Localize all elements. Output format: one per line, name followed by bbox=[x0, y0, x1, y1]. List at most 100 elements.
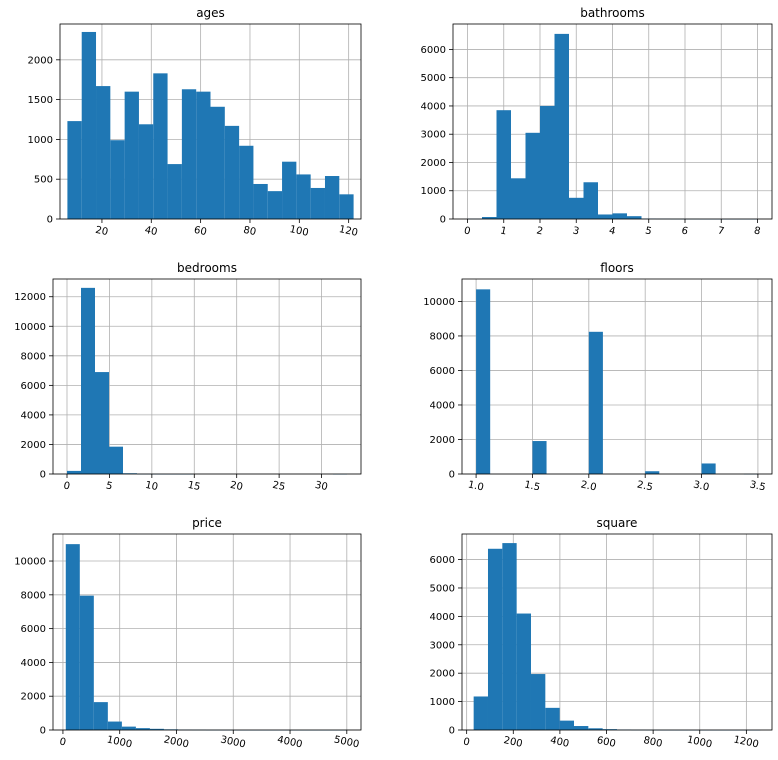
y-tick-label: 6000 bbox=[21, 381, 46, 392]
y-tick-label: 4000 bbox=[430, 612, 455, 623]
y-tick-label: 2000 bbox=[430, 435, 455, 446]
y-tick-label: 5000 bbox=[421, 73, 446, 84]
histogram-bar bbox=[612, 213, 627, 219]
y-tick-label: 4000 bbox=[21, 658, 46, 669]
x-tick-label: 0 bbox=[462, 736, 471, 748]
x-tick-label: 7 bbox=[717, 225, 726, 237]
histogram-bar bbox=[530, 674, 546, 730]
chart-title: floors bbox=[600, 261, 633, 275]
y-tick-label: 0 bbox=[47, 215, 53, 226]
histogram-bar bbox=[239, 145, 254, 219]
histogram-bar bbox=[476, 289, 491, 474]
histogram-bar bbox=[96, 86, 111, 219]
x-tick-label: 3 bbox=[572, 225, 581, 237]
histogram-bar bbox=[502, 543, 517, 730]
histogram-bar bbox=[511, 178, 526, 219]
histogram-bar bbox=[588, 331, 603, 474]
x-tick-label: 4000 bbox=[276, 734, 303, 750]
y-tick-label: 4000 bbox=[21, 410, 46, 421]
x-tick-label: 2 bbox=[535, 225, 544, 237]
chart-title: price bbox=[192, 516, 222, 530]
histogram-bar bbox=[167, 164, 182, 219]
y-tick-label: 2000 bbox=[421, 158, 446, 169]
y-tick-label: 8000 bbox=[21, 351, 46, 362]
x-tick-label: 1000 bbox=[686, 734, 713, 750]
chart-title: ages bbox=[196, 6, 225, 20]
y-tick-label: 12000 bbox=[14, 292, 46, 303]
y-tick-label: 3000 bbox=[430, 640, 455, 651]
y-tick-label: 6000 bbox=[430, 555, 455, 566]
histogram-bar bbox=[93, 702, 108, 730]
x-tick-label: 10 bbox=[144, 480, 159, 493]
y-tick-label: 4000 bbox=[430, 400, 455, 411]
x-tick-label: 1.5 bbox=[523, 479, 541, 493]
y-tick-label: 0 bbox=[40, 470, 46, 481]
y-tick-label: 2000 bbox=[21, 440, 46, 451]
y-tick-label: 6000 bbox=[421, 45, 446, 56]
histogram-bar bbox=[124, 91, 139, 219]
axes-frame bbox=[52, 278, 362, 475]
histogram-bar bbox=[583, 182, 598, 219]
histogram-bar bbox=[588, 728, 603, 730]
x-tick-label: 8 bbox=[753, 225, 762, 237]
y-tick-label: 1000 bbox=[28, 135, 53, 146]
x-tick-label: 20 bbox=[94, 225, 109, 238]
x-tick-label: 0 bbox=[463, 225, 472, 237]
y-tick-label: 3000 bbox=[421, 130, 446, 141]
x-tick-label: 5 bbox=[105, 480, 114, 492]
chart-bedrooms: 0 5 10 15 20 25 30 0 2000 4000 6000 8000 10000 12000 b… bbox=[14, 261, 362, 493]
y-tick-label: 5000 bbox=[430, 583, 455, 594]
histogram-bar bbox=[135, 728, 150, 730]
histogram-bar bbox=[324, 176, 340, 219]
histogram-bar bbox=[645, 471, 660, 474]
x-tick-label: 0 bbox=[58, 736, 67, 748]
histogram-bar bbox=[516, 613, 531, 730]
histogram-bar bbox=[282, 161, 297, 219]
histogram-bar bbox=[569, 197, 584, 219]
histogram-bar bbox=[554, 33, 569, 220]
y-tick-label: 10000 bbox=[14, 557, 46, 568]
x-tick-label: 1000 bbox=[106, 734, 133, 750]
histogram-bar bbox=[496, 110, 511, 219]
y-tick-label: 0 bbox=[449, 470, 455, 481]
histogram-bar bbox=[573, 726, 589, 730]
histogram-bar bbox=[602, 729, 617, 730]
histogram-bar bbox=[540, 105, 555, 219]
x-tick-label: 80 bbox=[242, 225, 257, 238]
x-tick-label: 1 bbox=[499, 225, 508, 237]
x-tick-label: 15 bbox=[187, 480, 202, 493]
y-tick-label: 6000 bbox=[21, 624, 46, 635]
y-tick-label: 6000 bbox=[430, 366, 455, 377]
x-tick-label: 30 bbox=[314, 480, 329, 493]
axes-frame bbox=[461, 278, 773, 475]
y-tick-label: 4000 bbox=[421, 101, 446, 112]
x-tick-label: 1200 bbox=[732, 734, 759, 750]
histogram-bar bbox=[110, 140, 125, 219]
x-tick-label: 20 bbox=[229, 480, 244, 493]
x-tick-label: 60 bbox=[193, 225, 208, 238]
y-tick-label: 8000 bbox=[21, 590, 46, 601]
y-tick-label: 2000 bbox=[28, 55, 53, 66]
histogram-bar bbox=[598, 214, 613, 219]
y-tick-label: 1000 bbox=[421, 186, 446, 197]
y-tick-label: 10000 bbox=[14, 322, 46, 333]
histogram-bar bbox=[210, 106, 225, 219]
chart-square: 0 200 400 600 800 1000 1200 0 1000 2000 3000 4000 50… bbox=[430, 516, 773, 750]
histogram-bar bbox=[138, 124, 154, 219]
histogram-bar bbox=[310, 187, 325, 219]
histogram-bar bbox=[149, 728, 164, 730]
histogram-bar bbox=[153, 73, 168, 219]
histogram-bar bbox=[224, 125, 240, 219]
x-tick-label: 2.5 bbox=[636, 479, 654, 493]
y-tick-label: 2000 bbox=[21, 692, 46, 703]
x-tick-label: 25 bbox=[271, 480, 286, 493]
histogram-bar bbox=[121, 726, 136, 730]
x-tick-label: 600 bbox=[596, 735, 617, 750]
histogram-bar bbox=[532, 441, 547, 474]
y-tick-label: 500 bbox=[34, 175, 53, 186]
y-tick-label: 0 bbox=[440, 215, 446, 226]
x-tick-label: 3000 bbox=[219, 734, 246, 750]
axes-frame bbox=[52, 533, 362, 731]
x-tick-label: 2000 bbox=[163, 734, 190, 750]
histogram-bar bbox=[545, 707, 560, 730]
